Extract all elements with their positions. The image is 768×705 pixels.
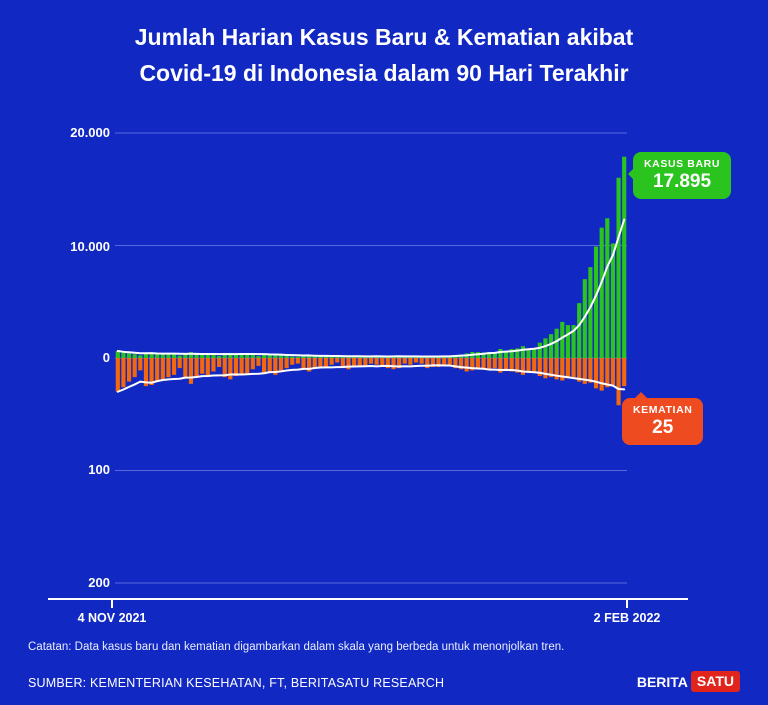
kematian-callout: KEMATIAN 25: [622, 392, 704, 445]
logo-berita-text: BERITA: [636, 673, 688, 690]
x-label-end: 2 FEB 2022: [593, 611, 661, 625]
logo-satu-text: SATU: [690, 671, 740, 692]
x-axis-line: [48, 598, 688, 600]
x-axis-tick-left: [111, 600, 113, 608]
chart-canvas: [115, 132, 627, 584]
kematian-callout-value: 25: [652, 417, 674, 438]
footnote: Catatan: Data kasus baru dan kematian di…: [28, 641, 565, 653]
y-tick-10000: 10.000: [70, 239, 110, 254]
kasus-baru-callout-label: KASUS BARU: [644, 158, 721, 170]
y-tick-200: 200: [88, 575, 110, 590]
kasus-baru-callout: KASUS BARU 17.895: [627, 152, 732, 199]
x-axis-tick-right: [626, 600, 628, 608]
x-label-start: 4 NOV 2021: [77, 611, 147, 625]
kematian-callout-label: KEMATIAN: [633, 404, 693, 416]
chart-title: Jumlah Harian Kasus Baru & Kematian akib…: [0, 20, 768, 91]
y-tick-20000: 20.000: [70, 125, 110, 140]
source-credit: SUMBER: KEMENTERIAN KESEHATAN, FT, BERIT…: [28, 676, 445, 690]
y-tick-100: 100: [88, 462, 110, 477]
y-tick-0: 0: [102, 350, 110, 365]
kasus-baru-callout-value: 17.895: [652, 171, 712, 192]
beritasatu-logo: BERITA SATU: [637, 671, 740, 692]
chart-title-line2: Covid-19 di Indonesia dalam 90 Hari Tera…: [139, 59, 629, 86]
chart-title-line1: Jumlah Harian Kasus Baru & Kematian akib…: [134, 24, 634, 50]
